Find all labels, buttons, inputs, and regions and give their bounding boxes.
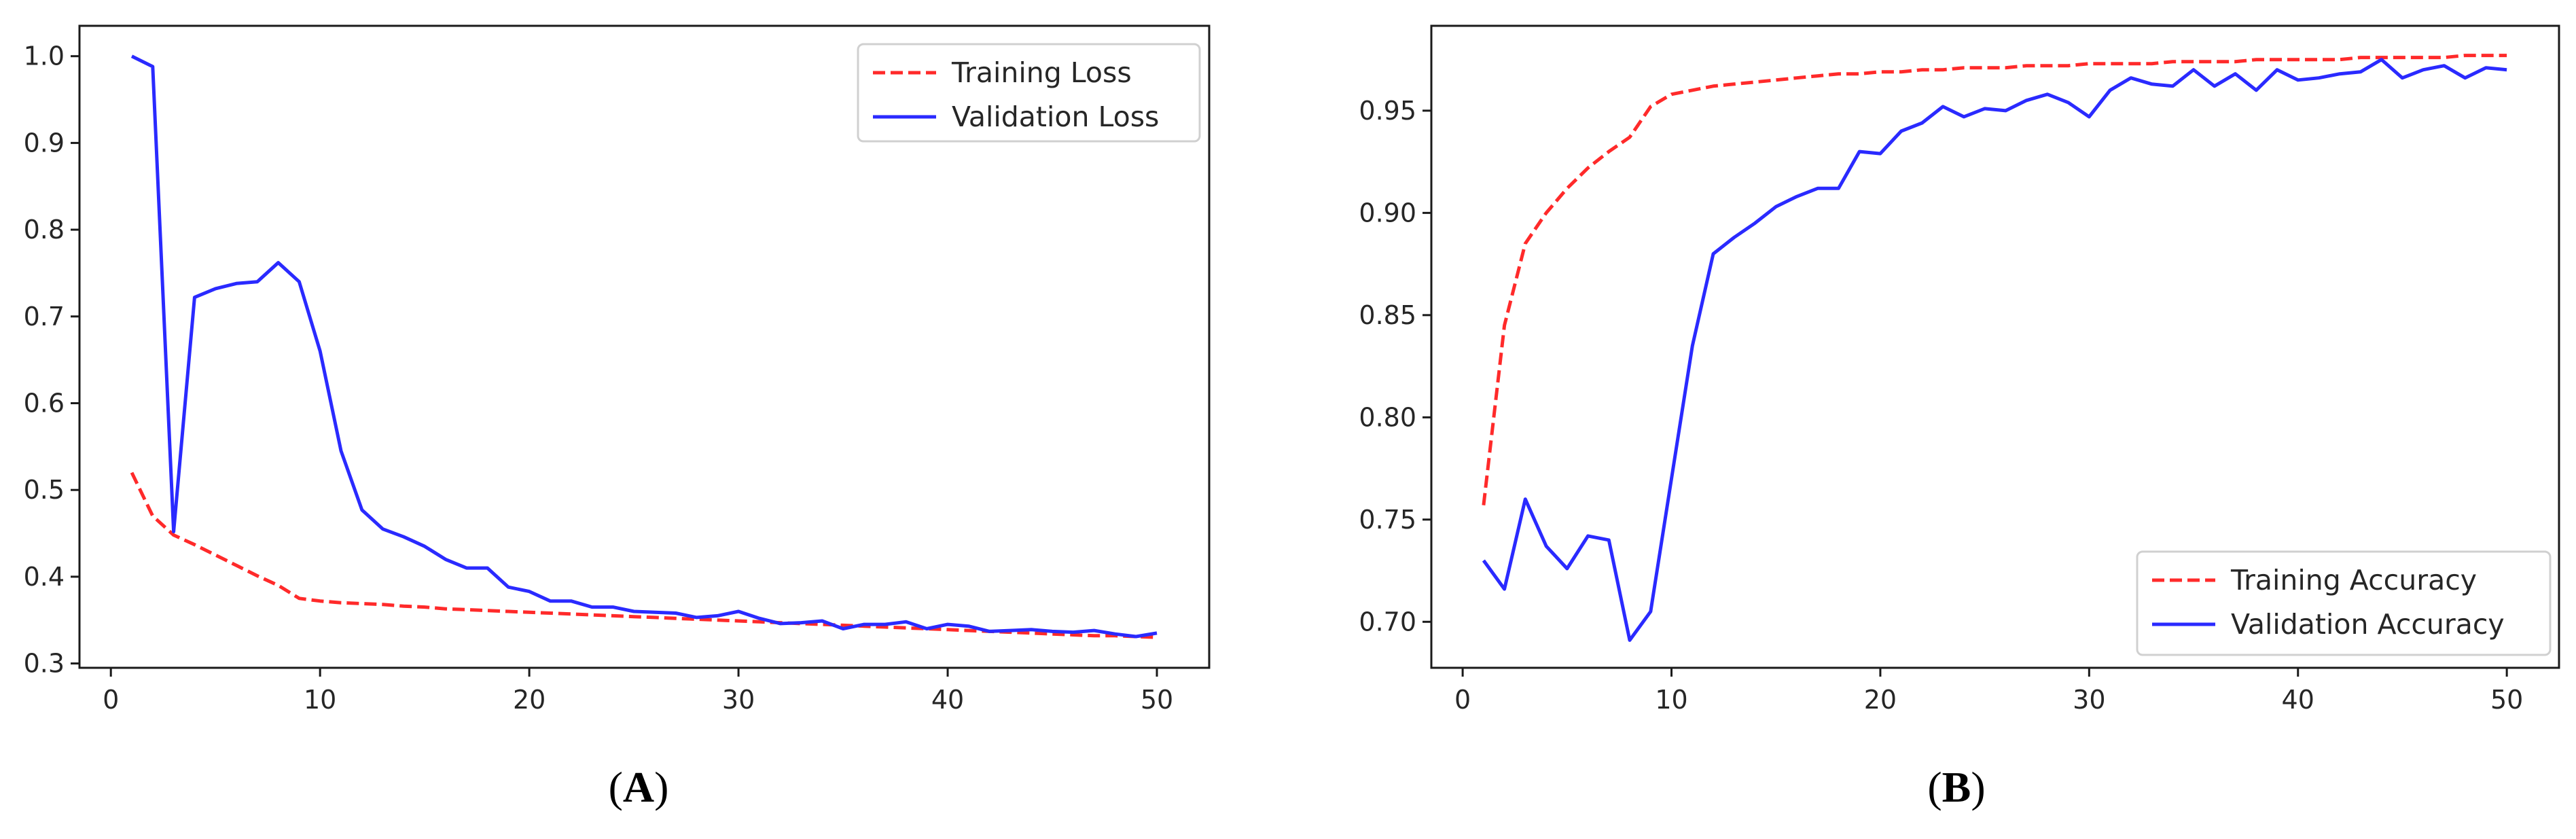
- loss-plot-frame: [78, 24, 1211, 669]
- loss-y-tick-label: 0.9: [24, 128, 65, 158]
- accuracy-series-validation-accuracy-line: [1482, 58, 2507, 642]
- loss-y-tick-label: 1.0: [24, 41, 65, 71]
- loss-y-tick-label: 0.4: [24, 562, 65, 592]
- accuracy-y-tick-label: 0.70: [1359, 607, 1416, 637]
- loss-x-tick-label: 20: [513, 685, 545, 715]
- loss-y-tick-label: 0.7: [24, 302, 65, 332]
- loss-x-tick-label: 40: [931, 685, 964, 715]
- accuracy-x-tick-label: 50: [2490, 685, 2523, 715]
- accuracy-y-tick-label: 0.80: [1359, 402, 1416, 432]
- loss-series-validation-loss-line: [130, 54, 1158, 639]
- loss-y-tick-label: 0.6: [24, 389, 65, 418]
- accuracy-legend-label: Training Accuracy: [2230, 564, 2477, 596]
- accuracy-y-tick-label: 0.90: [1359, 198, 1416, 228]
- panel-label-b: (B): [1927, 763, 1985, 811]
- accuracy-chart-panel: 0.70 0.75 0.80 0.85 0.90 0.95 0 10 20 30 40 50 Train…: [1359, 24, 2560, 715]
- loss-y-tick-label: 0.5: [24, 475, 65, 505]
- loss-x-tick-label: 0: [103, 685, 119, 715]
- accuracy-legend-label: Validation Accuracy: [2231, 608, 2505, 641]
- accuracy-plot-frame: [1430, 24, 2560, 669]
- accuracy-series-training-accuracy-line: [1482, 54, 2507, 505]
- accuracy-y-tick-label: 0.85: [1359, 300, 1416, 330]
- panel-label-a: (A): [609, 763, 669, 811]
- accuracy-x-tick-label: 10: [1655, 685, 1687, 715]
- loss-legend-label: Validation Loss: [952, 101, 1159, 133]
- accuracy-x-tick-label: 0: [1454, 685, 1471, 715]
- accuracy-legend-box: [2136, 550, 2552, 656]
- loss-x-tick-label: 50: [1141, 685, 1173, 715]
- accuracy-x-tick-label: 30: [2073, 685, 2105, 715]
- loss-legend: Training Loss Validation Loss: [857, 43, 1201, 143]
- loss-legend-box: [857, 43, 1201, 143]
- accuracy-y-tick-label: 0.75: [1359, 505, 1416, 535]
- accuracy-legend: Training Accuracy Validation Accuracy: [2136, 550, 2552, 656]
- loss-y-tick-label: 0.3: [24, 649, 65, 679]
- loss-x-tick-label: 30: [722, 685, 755, 715]
- loss-x-tick-label: 10: [304, 685, 336, 715]
- accuracy-x-tick-label: 20: [1864, 685, 1897, 715]
- accuracy-y-tick-label: 0.95: [1359, 96, 1416, 126]
- loss-legend-label: Training Loss: [951, 56, 1132, 89]
- loss-chart-panel: 0.3 0.4 0.5 0.6 0.7 0.8 0.9 1.0 0 10 20 30 40 50 Train…: [24, 24, 1211, 715]
- accuracy-x-tick-label: 40: [2282, 685, 2314, 715]
- loss-y-tick-label: 0.8: [24, 215, 65, 245]
